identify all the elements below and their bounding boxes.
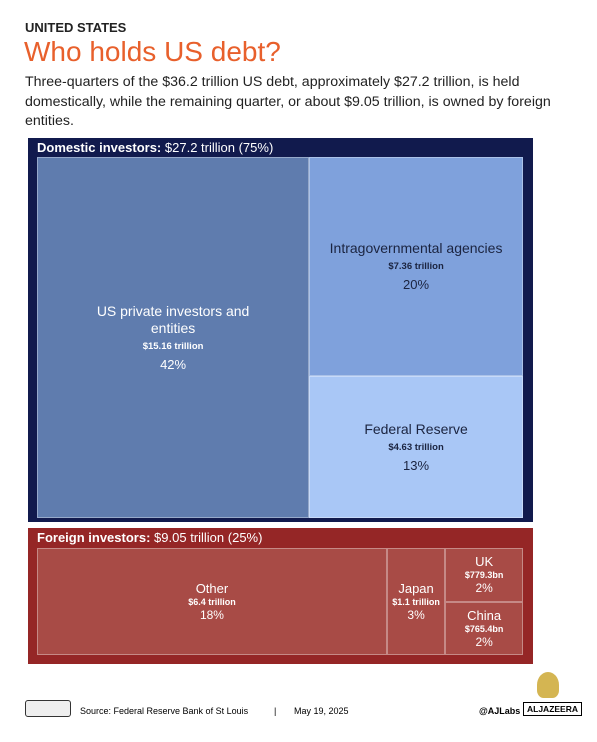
cell-amount: $779.3bn bbox=[464, 570, 504, 581]
group-frame: Foreign investors: $9.05 trillion (25%) O… bbox=[28, 528, 533, 664]
logo-mark bbox=[537, 672, 559, 698]
cell-percent: 13% bbox=[403, 457, 430, 473]
source: Source: Federal Reserve Bank of St Louis bbox=[80, 706, 249, 716]
cell-amount: $7.36 trillion bbox=[388, 261, 444, 273]
cell-percent: 20% bbox=[403, 277, 430, 293]
cell-amount: $765.4bn bbox=[464, 623, 504, 634]
cell-percent: 18% bbox=[199, 608, 224, 622]
cell-percent: 3% bbox=[407, 608, 425, 622]
treemap-cell: Japan $1.1 trillion 3% bbox=[386, 548, 446, 655]
separator: | bbox=[274, 706, 277, 716]
title: Who holds US debt? bbox=[24, 36, 281, 67]
credit: @AJLabs bbox=[479, 706, 521, 716]
group-header: Domestic investors: $27.2 trillion (75%) bbox=[28, 138, 273, 157]
cell-name: Intragovernmental agencies bbox=[329, 240, 503, 257]
group-total: $9.05 trillion (25%) bbox=[154, 530, 263, 545]
group-name: Domestic investors: bbox=[37, 140, 162, 155]
cell-name: Other bbox=[195, 581, 229, 596]
group-total: $27.2 trillion (75%) bbox=[164, 140, 274, 155]
kicker: UNITED STATES bbox=[25, 20, 127, 35]
date: May 19, 2025 bbox=[294, 706, 349, 716]
cell-amount: $15.16 trillion bbox=[142, 341, 204, 352]
cell-name: Japan bbox=[398, 581, 434, 596]
cell-name: UK bbox=[475, 554, 494, 570]
cell-amount: $6.4 trillion bbox=[188, 597, 236, 607]
treemap-cell: US private investors and entities $15.16 … bbox=[37, 157, 310, 518]
cell-name: Federal Reserve bbox=[364, 420, 468, 437]
license-icon bbox=[25, 700, 71, 717]
cell-name: China bbox=[467, 607, 502, 623]
treemap-cell: China $765.4bn 2% bbox=[445, 601, 523, 655]
treemap-cell: Intragovernmental agencies $7.36 trillion… bbox=[309, 157, 523, 376]
logo: ALJAZEERA bbox=[523, 702, 583, 716]
cell-percent: 42% bbox=[160, 357, 187, 372]
subtitle: Three-quarters of the $36.2 trillion US … bbox=[25, 74, 551, 129]
treemap-cell: UK $779.3bn 2% bbox=[445, 548, 523, 602]
group-header: Foreign investors: $9.05 trillion (25%) bbox=[28, 528, 262, 547]
cell-amount: $1.1 trillion bbox=[392, 597, 440, 607]
cell-percent: 2% bbox=[475, 581, 493, 596]
cell-percent: 2% bbox=[475, 634, 493, 649]
treemap-cell: Federal Reserve $4.63 trillion 13% bbox=[309, 375, 523, 518]
cell-amount: $4.63 trillion bbox=[388, 441, 444, 453]
treemap-cell: Other $6.4 trillion 18% bbox=[37, 548, 387, 655]
group-frame: Domestic investors: $27.2 trillion (75%)… bbox=[28, 138, 533, 522]
group-name: Foreign investors: bbox=[37, 530, 151, 545]
cell-name: US private investors and entities bbox=[96, 303, 250, 336]
